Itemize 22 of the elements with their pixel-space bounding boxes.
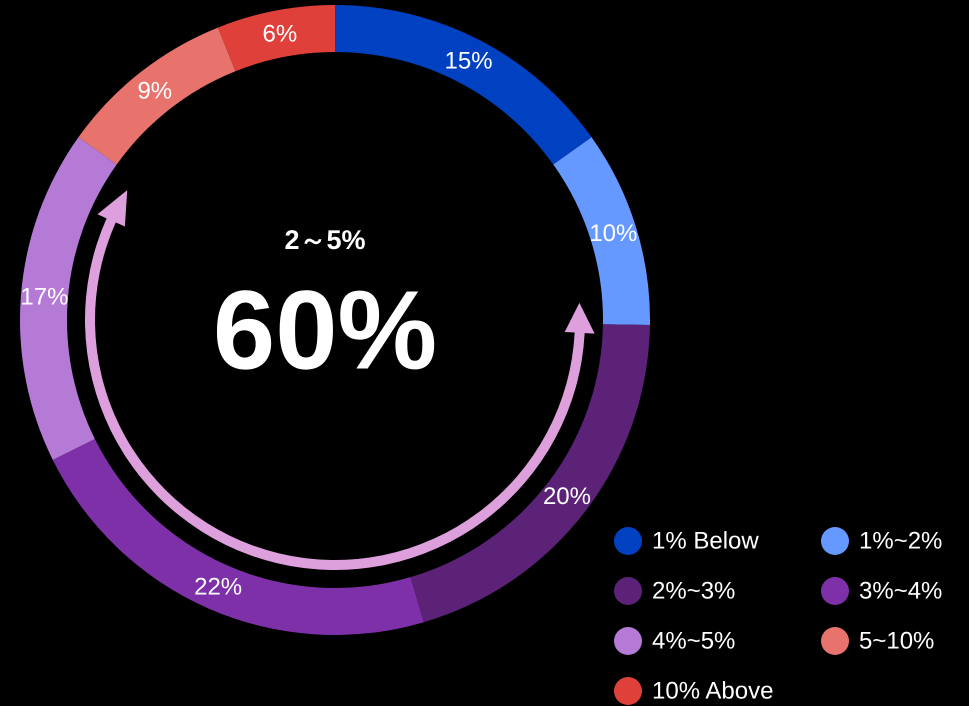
data-label: 10% [589,220,638,247]
legend-label: 1% Below [652,528,760,554]
donut-slice [335,5,592,165]
text: 60% [212,268,438,392]
data-label: 17% [20,283,68,310]
legend-label: 1%~2% [859,528,942,554]
data-label: 15% [444,47,493,74]
donut-slice [78,28,236,165]
legend-label: 5~10% [859,628,934,654]
text: 2～5% [284,225,366,255]
legend-label: 10% Above [652,678,774,704]
data-label: 22% [194,574,242,601]
data-label: 6% [262,20,298,48]
data-label: 20% [542,483,591,510]
data-label: 9% [137,77,172,104]
legend-label: 3%~4% [859,578,942,604]
donut-slice [52,439,424,635]
legend-label: 4%~5% [652,628,736,654]
legend-label: 2%~3% [652,578,736,604]
donut-slice [553,137,650,325]
donut-slice [218,5,335,72]
donut-slice [20,137,117,460]
